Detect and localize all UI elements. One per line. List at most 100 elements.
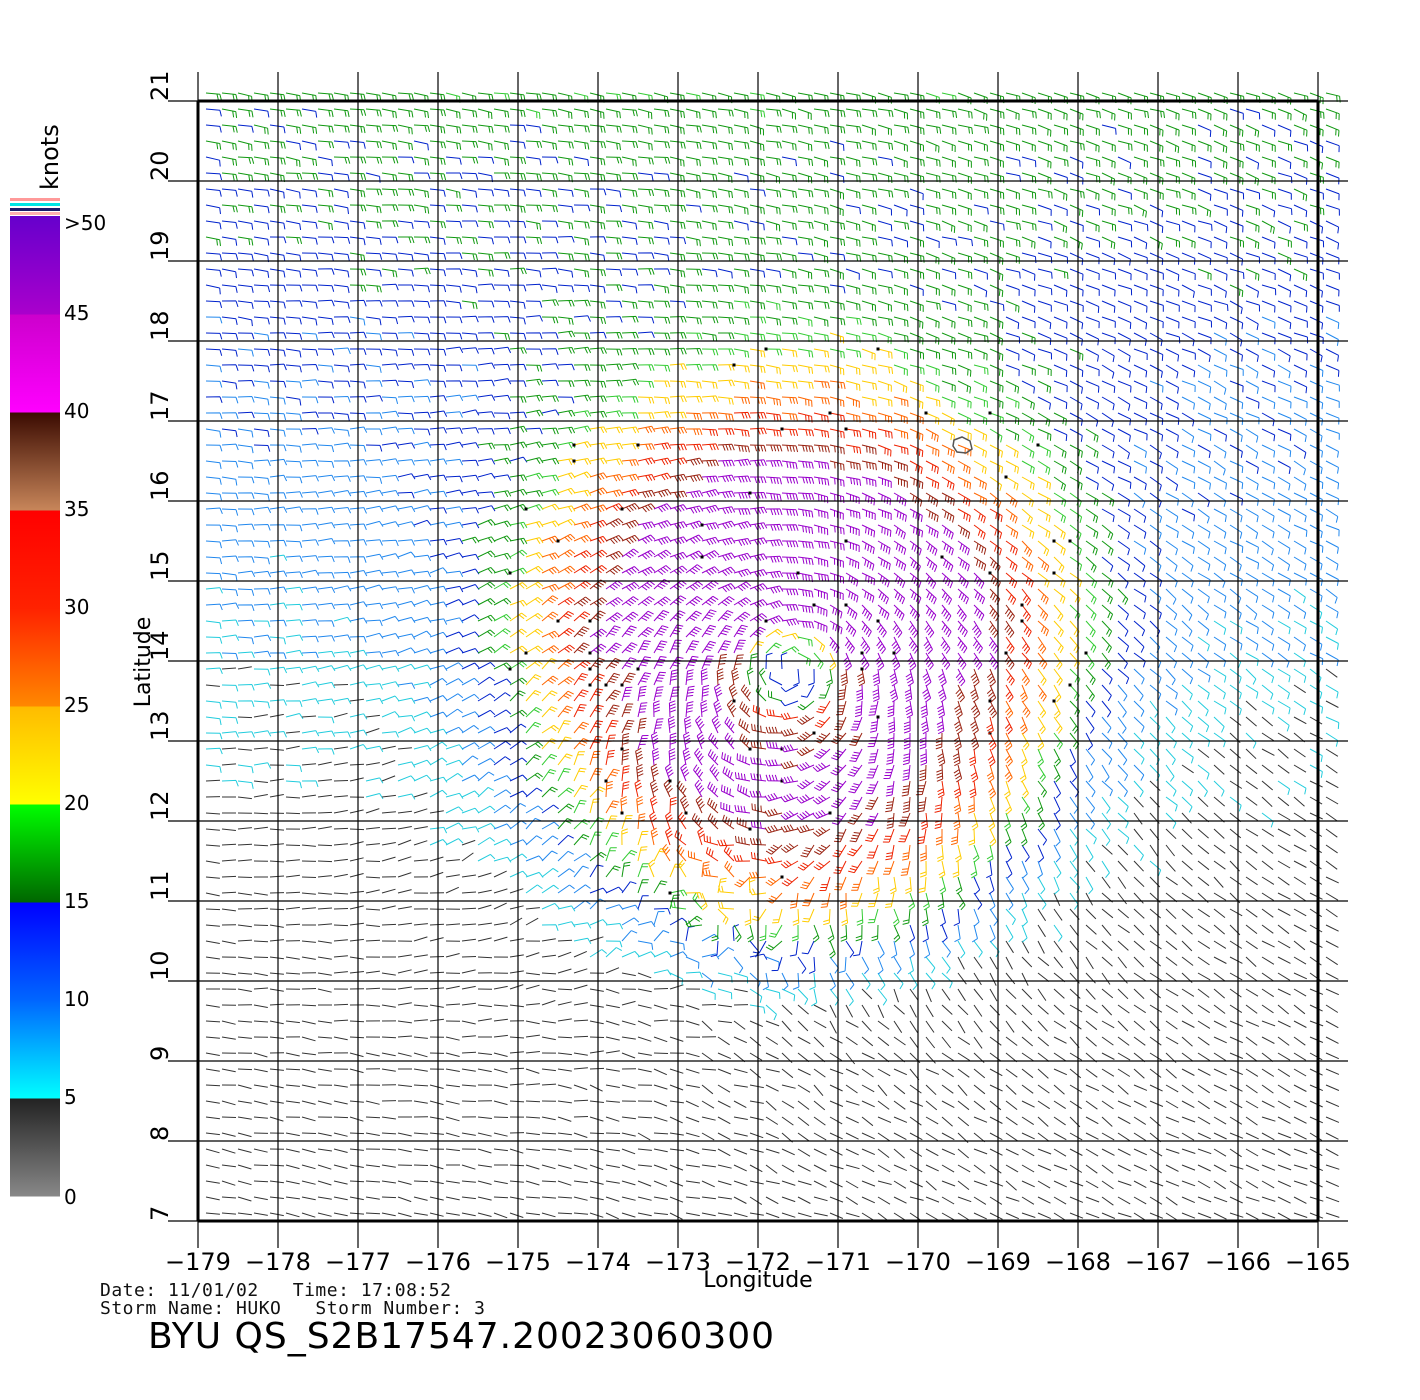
wind-barb xyxy=(557,330,576,338)
wind-barb xyxy=(1309,1180,1323,1188)
wind-barb xyxy=(909,188,924,201)
wind-barb xyxy=(833,860,847,874)
wind-barb xyxy=(685,915,703,926)
wind-barb xyxy=(557,316,574,325)
wind-barb xyxy=(525,348,543,356)
wind-barb xyxy=(1069,364,1084,377)
wind-barb xyxy=(1197,732,1211,747)
wind-barb xyxy=(1101,604,1114,621)
wind-barb xyxy=(605,316,623,323)
wind-barb xyxy=(973,396,988,408)
wind-barb xyxy=(925,588,937,605)
wind-barb xyxy=(1037,300,1052,312)
wind-barb xyxy=(701,1116,716,1121)
wind-barb xyxy=(637,895,649,910)
wind-barb xyxy=(1069,1132,1083,1141)
wind-barb xyxy=(781,332,799,341)
wind-barb xyxy=(541,867,559,878)
wind-barb xyxy=(573,1019,589,1022)
wind-barb xyxy=(605,886,624,894)
wind-barb xyxy=(589,1196,604,1201)
wind-barb xyxy=(764,808,783,817)
wind-barb xyxy=(461,300,478,310)
wind-barb xyxy=(861,380,877,391)
wind-barb xyxy=(1213,972,1226,982)
wind-barb xyxy=(877,1084,888,1097)
wind-barb xyxy=(829,252,846,262)
wind-barb xyxy=(685,1068,700,1074)
wind-barb xyxy=(765,1132,780,1140)
wind-barb xyxy=(973,908,980,927)
wind-barb xyxy=(1325,748,1339,757)
wind-barb xyxy=(621,412,639,419)
wind-barb xyxy=(381,760,396,766)
wind-barb xyxy=(893,204,908,217)
wind-barb xyxy=(413,252,430,262)
wind-barb xyxy=(1325,1212,1340,1218)
wind-barb xyxy=(1309,1036,1324,1043)
wind-barb xyxy=(1149,1180,1164,1187)
wind-barb xyxy=(1229,332,1243,347)
wind-barb xyxy=(717,988,733,1000)
wind-barb xyxy=(1165,508,1179,523)
wind-barb xyxy=(1245,1068,1259,1077)
wind-barb xyxy=(749,1068,762,1079)
wind-barb xyxy=(1197,668,1211,683)
wind-barb xyxy=(301,1052,316,1056)
wind-barb xyxy=(973,1004,983,1017)
wind-barb xyxy=(477,252,494,261)
colorbar-tick-label: 40 xyxy=(64,399,89,423)
wind-barb xyxy=(801,940,815,955)
wind-barb xyxy=(541,379,559,387)
wind-barb xyxy=(1085,396,1100,410)
wind-barb xyxy=(285,745,300,750)
wind-barb xyxy=(973,988,984,1001)
wind-barb xyxy=(1021,796,1031,814)
wind-barb xyxy=(397,922,412,926)
wind-barb xyxy=(685,268,703,276)
wind-barb xyxy=(797,956,807,974)
wind-barb xyxy=(1037,940,1045,954)
wind-barb xyxy=(829,412,846,422)
wind-barb xyxy=(429,204,447,213)
wind-barb xyxy=(525,1100,541,1103)
wind-barb xyxy=(573,394,592,402)
wind-barb xyxy=(301,715,317,718)
wind-barb xyxy=(1213,1036,1227,1044)
wind-barb xyxy=(397,1212,412,1218)
wind-barb xyxy=(1085,1180,1099,1189)
wind-barb xyxy=(1325,620,1339,636)
wind-barb xyxy=(1213,892,1227,901)
wind-barb xyxy=(685,490,704,499)
wind-barb xyxy=(973,956,983,969)
wind-barb xyxy=(621,765,630,782)
wind-barb xyxy=(477,741,496,750)
wind-barb xyxy=(445,570,464,578)
wind-barb xyxy=(1149,476,1162,492)
wind-barb xyxy=(797,236,814,246)
wind-barb xyxy=(509,870,528,878)
wind-barb xyxy=(797,252,814,261)
wind-barb xyxy=(1293,252,1308,264)
wind-barb xyxy=(445,631,464,638)
wind-barb xyxy=(1053,444,1067,459)
wind-barb xyxy=(1261,444,1276,458)
wind-barb xyxy=(301,1084,316,1089)
wind-barb xyxy=(797,1052,810,1063)
wind-barb xyxy=(1213,252,1228,265)
wind-barb xyxy=(1005,1020,1015,1033)
wind-barb xyxy=(1197,1132,1211,1140)
wind-barb xyxy=(589,988,604,992)
wind-barb xyxy=(1293,796,1305,807)
wind-barb xyxy=(269,284,287,292)
wind-barb xyxy=(461,442,480,449)
wind-barb xyxy=(925,300,941,311)
wind-barb xyxy=(877,540,891,555)
wind-barb xyxy=(1149,508,1163,524)
wind-barb xyxy=(733,1180,748,1186)
wind-barb xyxy=(237,1212,252,1216)
wind-barb xyxy=(749,1100,764,1104)
wind-barb xyxy=(1325,428,1340,440)
wind-barb xyxy=(1117,316,1132,329)
